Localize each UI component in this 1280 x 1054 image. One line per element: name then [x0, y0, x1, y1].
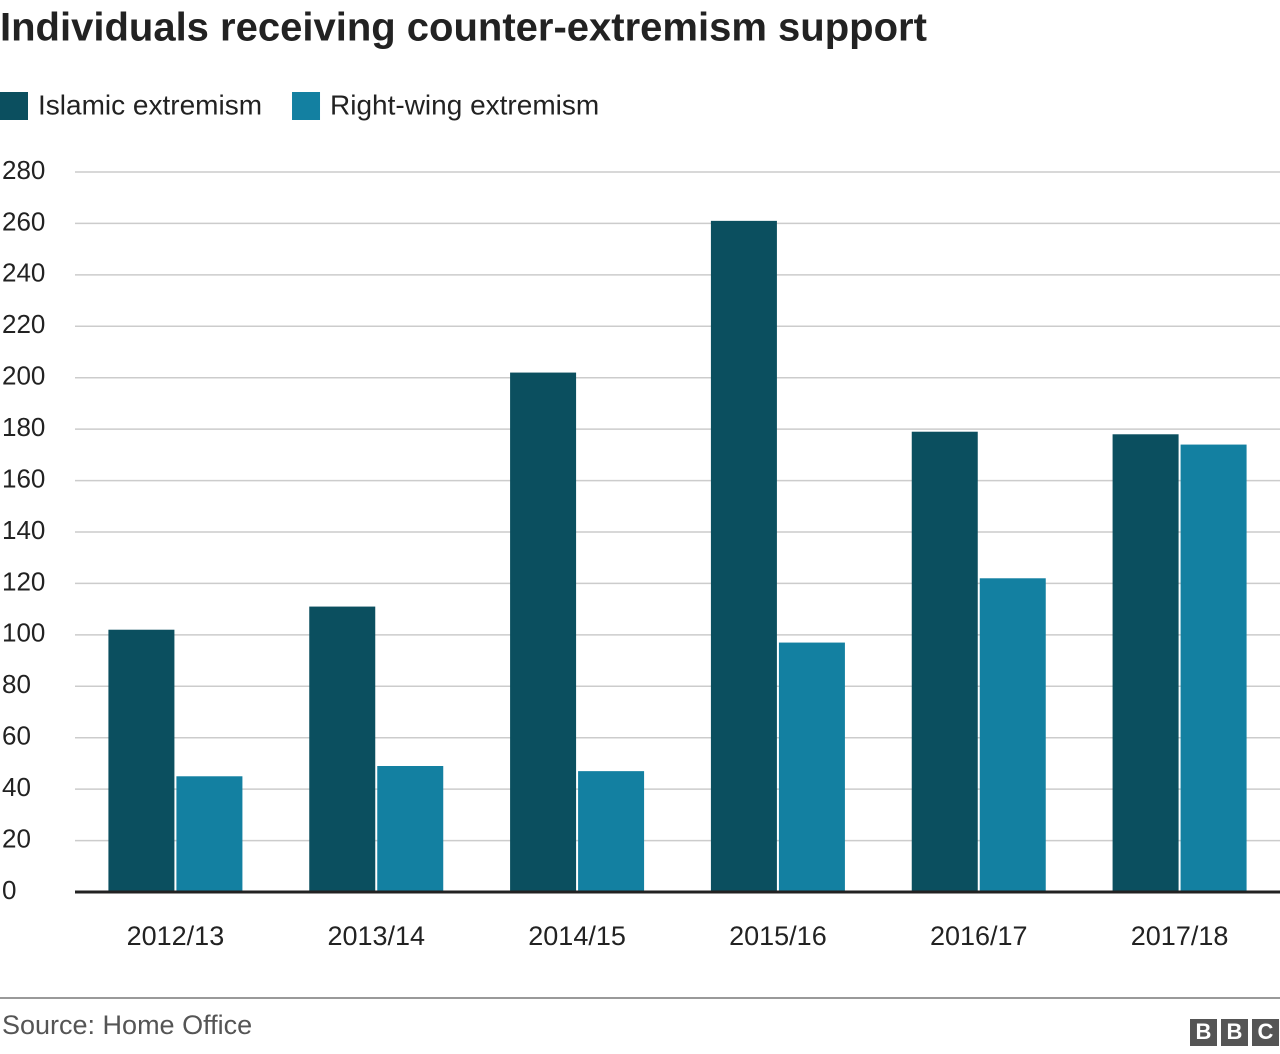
- y-tick-label: 200: [2, 361, 45, 391]
- y-tick-label: 20: [2, 823, 31, 853]
- bar: [377, 766, 444, 892]
- x-tick-label: 2017/18: [1131, 921, 1229, 951]
- y-tick-label: 160: [2, 463, 45, 493]
- y-tick-label: 0: [2, 875, 16, 905]
- y-tick-label: 120: [2, 566, 45, 596]
- legend-swatch: [0, 92, 28, 120]
- y-tick-label: 80: [2, 669, 31, 699]
- x-tick-label: 2012/13: [127, 921, 225, 951]
- x-tick-label: 2013/14: [327, 921, 425, 951]
- bar: [979, 578, 1046, 892]
- bar: [176, 776, 243, 892]
- legend-swatch: [292, 92, 321, 120]
- y-tick-label: 180: [2, 412, 45, 442]
- y-tick-label: 60: [2, 721, 31, 751]
- y-tick-label: 140: [2, 515, 45, 545]
- y-tick-label: 100: [2, 618, 45, 648]
- logo-letter: B: [1196, 1019, 1212, 1044]
- x-tick-label: 2015/16: [729, 921, 827, 951]
- logo-letter: C: [1258, 1019, 1274, 1044]
- logo-box: [1252, 1019, 1279, 1046]
- y-tick-label: 220: [2, 309, 45, 339]
- y-tick-label: 260: [2, 206, 45, 236]
- x-tick-label: 2014/15: [528, 921, 626, 951]
- bar: [578, 771, 645, 892]
- y-tick-label: 40: [2, 772, 31, 802]
- bar: [1180, 444, 1247, 892]
- logo-box: [1190, 1019, 1217, 1046]
- y-tick-label: 280: [2, 155, 45, 185]
- bar: [778, 642, 845, 892]
- logo-letter: B: [1227, 1019, 1243, 1044]
- bar: [309, 606, 376, 892]
- bar: [710, 220, 777, 892]
- legend-label: Islamic extremism: [38, 89, 262, 120]
- bar: [911, 431, 978, 892]
- y-tick-label: 240: [2, 258, 45, 288]
- logo-box: [1221, 1019, 1248, 1046]
- bar: [510, 372, 577, 893]
- chart-title: Individuals receiving counter-extremism …: [0, 6, 927, 50]
- bar: [108, 629, 175, 892]
- legend-label: Right-wing extremism: [330, 89, 599, 120]
- bar: [1112, 434, 1179, 892]
- x-tick-label: 2016/17: [930, 921, 1028, 951]
- source: Source: Home Office: [2, 1010, 252, 1040]
